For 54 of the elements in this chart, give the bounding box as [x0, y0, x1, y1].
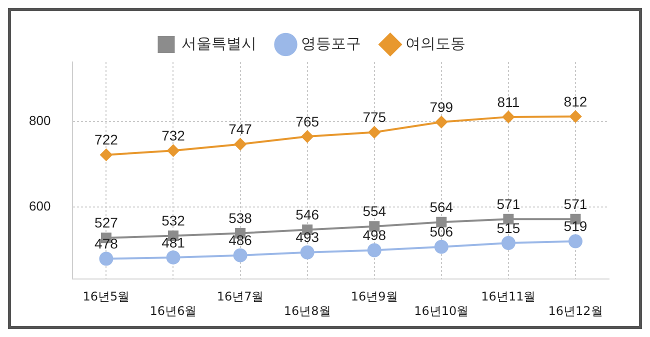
data-label: 486	[228, 232, 252, 248]
point	[166, 250, 180, 264]
data-label: 775	[362, 109, 386, 126]
point	[368, 126, 380, 138]
data-label: 481	[162, 234, 186, 250]
data-label: 532	[162, 212, 186, 229]
data-label: 554	[362, 203, 386, 220]
x-tick-label: 16년6월	[150, 304, 197, 318]
point	[367, 243, 382, 258]
point	[568, 234, 582, 248]
y-tick-label: 600	[28, 198, 51, 214]
x-tick-label: 16년11월	[481, 290, 536, 304]
data-label: 722	[94, 132, 118, 148]
point	[300, 245, 314, 260]
legend-label: 영등포구	[300, 34, 361, 52]
data-label: 747	[228, 121, 252, 138]
point	[233, 248, 248, 262]
point	[501, 236, 516, 250]
point	[434, 240, 448, 254]
y-tick-label: 800	[28, 113, 51, 128]
data-label: 564	[430, 198, 454, 215]
data-label: 546	[296, 206, 320, 223]
data-label: 571	[496, 196, 520, 212]
x-tick-label: 16년9월	[350, 290, 398, 304]
point	[436, 216, 447, 228]
x-tick-label: 16년10월	[414, 304, 469, 318]
legend-label: 서울특별시	[181, 34, 256, 52]
data-label: 811	[497, 94, 520, 110]
point	[502, 110, 514, 123]
data-label: 765	[296, 113, 320, 130]
point	[99, 252, 114, 266]
data-label: 527	[94, 214, 118, 231]
x-tick-label: 16년12월	[548, 304, 603, 318]
data-label: 498	[362, 227, 386, 244]
data-label: 812	[564, 93, 588, 110]
point	[569, 110, 582, 123]
data-label: 519	[564, 218, 588, 234]
legend-label: 여의도동	[405, 34, 466, 52]
data-label: 538	[228, 210, 252, 226]
x-tick-label: 16년5월	[82, 290, 130, 304]
point	[167, 144, 180, 157]
data-label: 732	[162, 127, 186, 144]
point	[100, 148, 112, 161]
data-label: 799	[430, 98, 454, 115]
data-label: 571	[564, 196, 588, 212]
point	[435, 116, 448, 128]
x-tick-label: 16년7월	[216, 290, 264, 304]
data-label: 493	[296, 229, 320, 246]
x-tick-label: 16년8월	[284, 304, 331, 318]
data-label: 478	[94, 236, 118, 252]
point	[301, 130, 314, 143]
data-label: 506	[430, 224, 454, 240]
data-label: 515	[496, 220, 520, 236]
point	[234, 138, 246, 150]
